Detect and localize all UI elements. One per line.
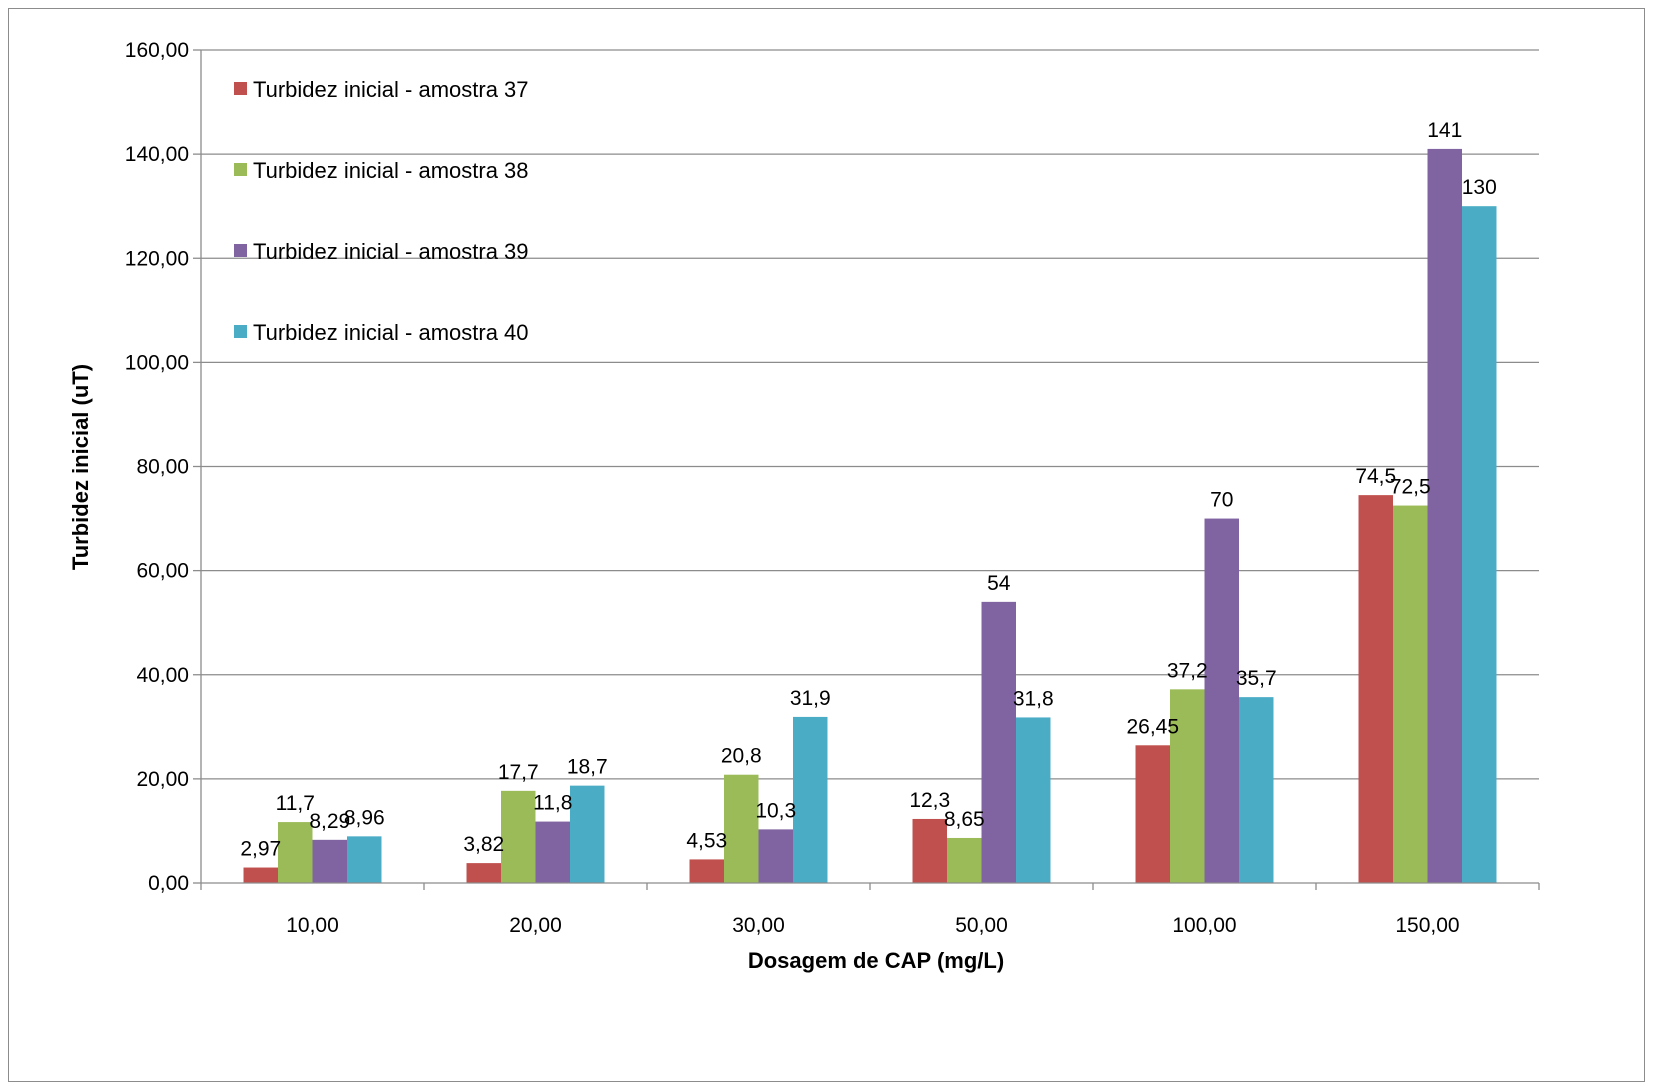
data-label: 37,2 (1167, 659, 1208, 682)
bar (570, 785, 605, 883)
legend-swatch (234, 325, 247, 338)
bar (947, 837, 982, 883)
legend: Turbidez inicial - amostra 37 Turbidez in… (234, 77, 529, 345)
data-label: 2,97 (240, 838, 281, 861)
y-axis-ticks: 0,00 20,00 40,00 60,00 80,00 100,00 120,00 140,… (125, 39, 201, 895)
bar (793, 716, 828, 883)
bar (758, 829, 793, 883)
x-tick-label: 150,00 (1395, 914, 1459, 937)
bar (1427, 148, 1462, 883)
bar (1462, 206, 1497, 883)
x-tick-label: 20,00 (509, 914, 562, 937)
bar (501, 790, 536, 883)
bar (466, 863, 501, 883)
x-axis-title: Dosagem de CAP (mg/L) (748, 948, 1004, 973)
data-label: 8,96 (344, 806, 385, 829)
y-axis-title: Turbidez inicial (uT) (68, 364, 93, 570)
y-tick-label: 0,00 (148, 872, 189, 895)
legend-swatch (234, 82, 247, 95)
data-label: 35,7 (1236, 667, 1277, 690)
data-label: 31,8 (1013, 687, 1054, 710)
data-label: 54 (987, 572, 1011, 595)
chart-frame: 0,00 20,00 40,00 60,00 80,00 100,00 120,00 140,… (8, 8, 1645, 1082)
bar (1135, 745, 1170, 883)
data-label: 12,3 (909, 789, 950, 812)
bar (347, 836, 382, 883)
y-tick-label: 80,00 (136, 456, 189, 479)
bar (689, 859, 724, 883)
data-label: 4,53 (686, 829, 727, 852)
data-label: 141 (1427, 119, 1462, 142)
bar (1204, 518, 1239, 883)
data-label: 72,5 (1390, 476, 1431, 499)
data-label: 70 (1210, 489, 1233, 512)
x-tick-label: 30,00 (732, 914, 785, 937)
bar (724, 774, 759, 883)
y-tick-label: 60,00 (136, 560, 189, 583)
legend-label: Turbidez inicial - amostra 39 (253, 239, 529, 264)
x-tick-label: 50,00 (955, 914, 1008, 937)
legend-label: Turbidez inicial - amostra 38 (253, 158, 529, 183)
data-label: 11,7 (276, 792, 315, 815)
bar (535, 821, 570, 883)
data-label: 20,8 (721, 745, 762, 768)
data-label: 8,65 (944, 808, 985, 831)
x-tick-label: 100,00 (1172, 914, 1236, 937)
data-label: 130 (1462, 176, 1497, 199)
y-tick-label: 40,00 (136, 664, 189, 687)
legend-swatch (234, 163, 247, 176)
data-label: 8,29 (309, 810, 350, 833)
bar (912, 818, 947, 883)
bar (1239, 697, 1274, 883)
y-tick-label: 140,00 (125, 143, 189, 166)
data-label: 74,5 (1355, 465, 1396, 488)
x-tick-label: 10,00 (286, 914, 339, 937)
bar (1358, 495, 1393, 883)
y-tick-label: 120,00 (125, 247, 189, 270)
bar (1170, 689, 1205, 883)
legend-label: Turbidez inicial - amostra 40 (253, 320, 529, 345)
bar (1016, 717, 1051, 883)
bar-chart: 0,00 20,00 40,00 60,00 80,00 100,00 120,00 140,… (68, 39, 1540, 973)
bar (243, 867, 278, 883)
y-tick-label: 160,00 (125, 39, 189, 62)
bar (278, 822, 313, 883)
gridlines (201, 49, 1539, 780)
legend-label: Turbidez inicial - amostra 37 (253, 77, 529, 102)
data-label: 31,9 (790, 687, 831, 710)
data-label: 18,7 (567, 756, 608, 779)
x-axis-ticks: 10,00 20,00 30,00 50,00 100,00 150,00 (200, 883, 1540, 937)
data-label: 10,3 (755, 799, 796, 822)
y-tick-label: 20,00 (136, 768, 189, 791)
bar (981, 601, 1016, 883)
legend-swatch (234, 244, 247, 257)
data-label: 11,8 (533, 792, 572, 815)
data-label: 26,45 (1126, 715, 1179, 738)
data-label: 3,82 (463, 833, 504, 856)
data-labels: 2,97 3,82 4,53 12,3 26,45 74,5 11,7 17,7 20,8 8,6… (240, 119, 1496, 861)
data-label: 17,7 (498, 761, 539, 784)
bar (312, 839, 347, 883)
y-tick-label: 100,00 (125, 351, 189, 374)
bars (243, 148, 1497, 883)
bar (1393, 505, 1428, 883)
